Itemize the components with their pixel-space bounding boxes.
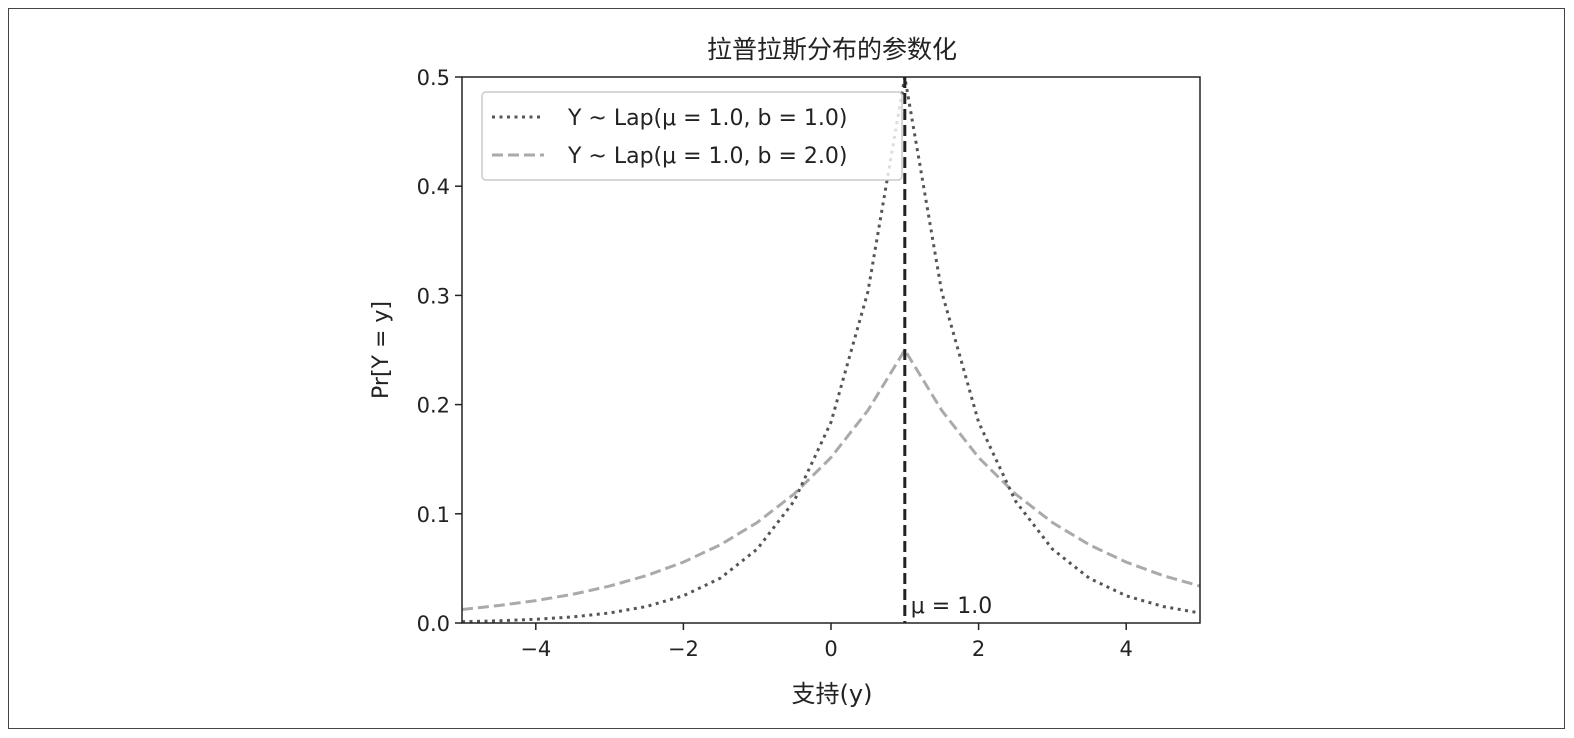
series-line-1 <box>461 76 1201 624</box>
y-tick-label: 0.1 <box>417 503 450 527</box>
y-tick-label: 0.0 <box>417 612 450 636</box>
x-tick-label: −4 <box>520 637 551 661</box>
y-tick-label: 0.5 <box>417 66 450 90</box>
y-tick-label: 0.3 <box>417 284 450 308</box>
y-tick-label: 0.2 <box>417 394 450 418</box>
series-line-2 <box>461 347 1201 611</box>
mean-annotation: μ = 1.0 <box>911 594 992 619</box>
y-axis-label: Pr[Y = y] <box>369 301 394 399</box>
legend-label-b1: Y ~ Lap(μ = 1.0, b = 1.0) <box>567 106 848 131</box>
x-tick-label: 2 <box>972 637 985 661</box>
legend-label-b2: Y ~ Lap(μ = 1.0, b = 2.0) <box>567 144 848 169</box>
legend-box <box>481 91 903 181</box>
x-axis-label: 支持(y) <box>792 680 873 708</box>
figure-frame <box>8 8 1565 729</box>
chart-title: 拉普拉斯分布的参数化 <box>707 35 957 64</box>
x-tick-label: 0 <box>824 637 837 661</box>
y-tick-label: 0.4 <box>417 175 450 199</box>
x-tick-label: 4 <box>1120 637 1133 661</box>
x-tick-label: −2 <box>668 637 699 661</box>
legend: Y ~ Lap(μ = 1.0, b = 1.0) Y ~ Lap(μ = 1.… <box>481 91 903 181</box>
plot-area <box>461 76 1201 624</box>
